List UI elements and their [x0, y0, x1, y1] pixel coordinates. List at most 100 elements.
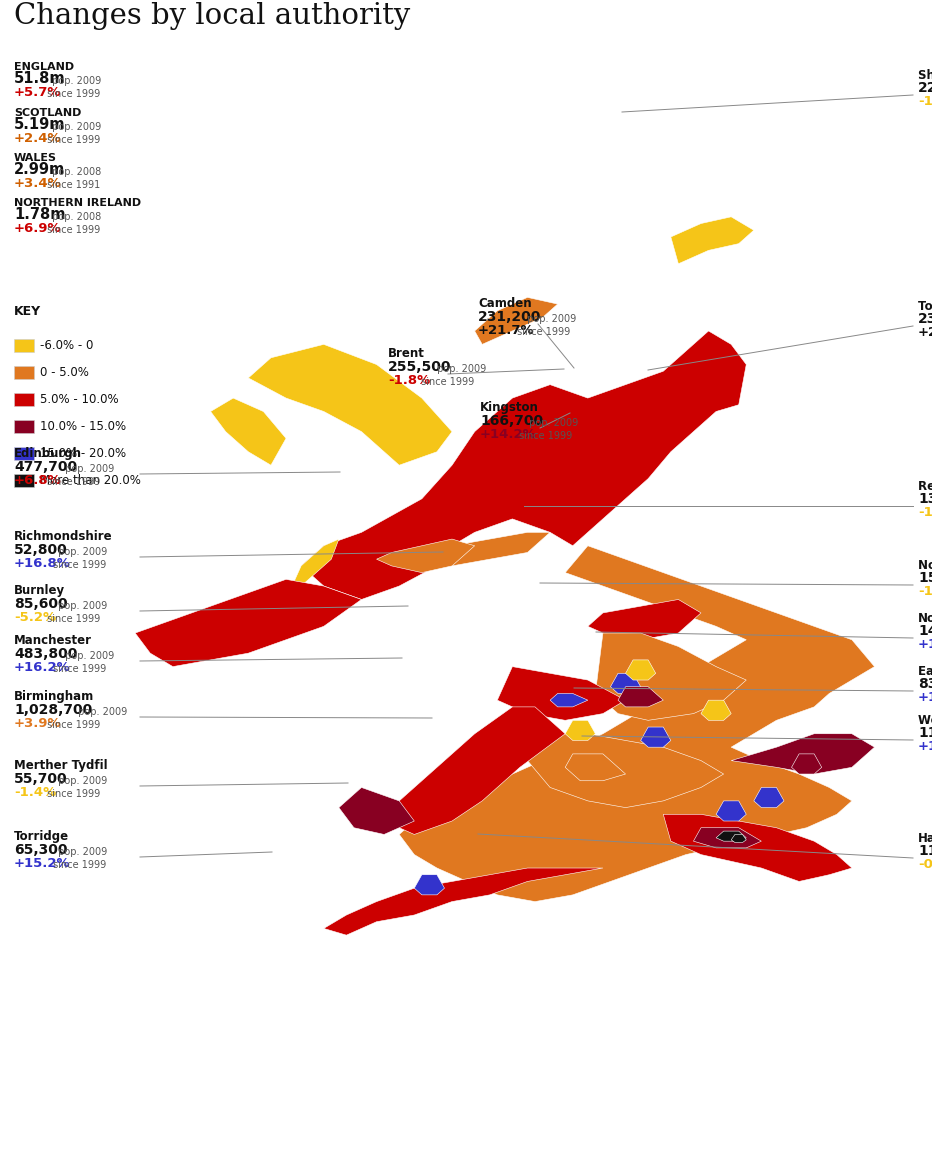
Text: since 1999: since 1999	[44, 224, 101, 235]
Polygon shape	[565, 754, 625, 780]
Polygon shape	[550, 693, 588, 707]
Text: 51.8m: 51.8m	[14, 71, 65, 86]
Text: Edinburgh: Edinburgh	[14, 447, 82, 460]
Text: 1.78m: 1.78m	[14, 207, 65, 222]
Text: pop. 2008: pop. 2008	[49, 167, 102, 177]
Polygon shape	[671, 216, 754, 264]
Text: since 1999: since 1999	[44, 721, 101, 730]
Text: pop. 2009: pop. 2009	[75, 707, 128, 717]
Text: since 1999: since 1999	[516, 430, 572, 441]
Text: 157,100: 157,100	[918, 571, 932, 585]
Polygon shape	[286, 539, 339, 600]
Text: 477,700: 477,700	[14, 460, 77, 474]
Text: North East Lincolnshire: North East Lincolnshire	[918, 559, 932, 572]
Polygon shape	[339, 787, 415, 834]
Text: pop. 2009: pop. 2009	[49, 122, 102, 132]
Polygon shape	[301, 331, 747, 600]
Text: pop. 2009: pop. 2009	[433, 364, 486, 374]
Text: since 1999: since 1999	[44, 613, 101, 624]
Polygon shape	[474, 297, 557, 344]
Text: +3.4%: +3.4%	[14, 177, 62, 190]
Text: +16.8%: +16.8%	[14, 557, 71, 570]
Polygon shape	[498, 666, 625, 721]
Polygon shape	[716, 801, 747, 821]
Text: -1.3%: -1.3%	[918, 96, 932, 108]
Text: pop. 2009: pop. 2009	[55, 601, 107, 611]
Text: +6.9%: +6.9%	[14, 222, 62, 235]
Text: +15.2%: +15.2%	[14, 857, 71, 870]
Polygon shape	[399, 546, 874, 901]
Text: Norwich: Norwich	[918, 612, 932, 625]
Polygon shape	[211, 398, 286, 465]
Text: Welwyn Hatfield: Welwyn Hatfield	[918, 714, 932, 727]
Text: 5.0% - 10.0%: 5.0% - 10.0%	[40, 392, 118, 405]
Text: 83,900: 83,900	[918, 677, 932, 691]
Polygon shape	[588, 600, 701, 640]
Text: pop. 2009: pop. 2009	[62, 651, 114, 661]
Text: +3.9%: +3.9%	[14, 717, 62, 730]
Text: since 1999: since 1999	[514, 327, 570, 337]
Polygon shape	[323, 868, 603, 935]
Polygon shape	[701, 700, 732, 721]
FancyBboxPatch shape	[14, 340, 34, 352]
Text: Brent: Brent	[388, 346, 425, 360]
Polygon shape	[732, 834, 747, 843]
Polygon shape	[625, 660, 656, 680]
Text: 85,600: 85,600	[14, 597, 68, 611]
Text: since 1999: since 1999	[50, 664, 106, 674]
Text: since 1999: since 1999	[50, 561, 106, 570]
Text: +5.7%: +5.7%	[14, 86, 62, 99]
Text: -1.4%: -1.4%	[918, 506, 932, 519]
Text: since 1999: since 1999	[44, 788, 101, 799]
FancyBboxPatch shape	[14, 447, 34, 460]
Text: 231,200: 231,200	[478, 310, 541, 323]
Text: 10.0% - 15.0%: 10.0% - 15.0%	[40, 419, 126, 433]
Text: 5.19m: 5.19m	[14, 117, 65, 132]
Text: Changes by local authority: Changes by local authority	[14, 2, 410, 30]
Text: pop. 2009: pop. 2009	[55, 547, 107, 557]
Polygon shape	[415, 875, 445, 894]
Text: NORTHERN IRELAND: NORTHERN IRELAND	[14, 198, 141, 208]
Text: 15.0% - 20.0%: 15.0% - 20.0%	[40, 447, 126, 459]
Text: +16.5%: +16.5%	[918, 740, 932, 753]
FancyBboxPatch shape	[14, 392, 34, 406]
Polygon shape	[693, 828, 761, 848]
Text: Redcar & Cleveland: Redcar & Cleveland	[918, 480, 932, 493]
Polygon shape	[437, 533, 550, 566]
FancyBboxPatch shape	[14, 366, 34, 379]
Text: 1,028,700: 1,028,700	[14, 703, 92, 717]
Text: East Cambridge: East Cambridge	[918, 665, 932, 678]
Text: 2.99m: 2.99m	[14, 162, 65, 177]
Text: Havant: Havant	[918, 832, 932, 845]
Text: pop. 2009: pop. 2009	[526, 418, 578, 428]
Text: pop. 2009: pop. 2009	[62, 464, 114, 474]
Text: 116,500: 116,500	[918, 844, 932, 857]
Polygon shape	[791, 754, 822, 773]
Text: Torridge: Torridge	[14, 830, 69, 843]
Text: More than 20.0%: More than 20.0%	[40, 473, 141, 487]
Text: +16.2%: +16.2%	[14, 661, 71, 674]
Text: +17.8%: +17.8%	[918, 691, 932, 704]
Text: -5.2%: -5.2%	[14, 611, 56, 624]
Text: -6.0% - 0: -6.0% - 0	[40, 338, 93, 351]
Polygon shape	[377, 539, 474, 573]
Text: Camden: Camden	[478, 297, 531, 310]
Text: Kingston: Kingston	[480, 401, 539, 414]
Polygon shape	[618, 687, 664, 707]
Text: since 1999: since 1999	[44, 135, 101, 145]
Text: 166,700: 166,700	[480, 414, 543, 428]
Text: KEY: KEY	[14, 305, 41, 318]
Text: +21.3%: +21.3%	[918, 326, 932, 340]
Text: pop. 2009: pop. 2009	[55, 847, 107, 857]
Text: since 1999: since 1999	[418, 378, 474, 387]
Text: -1.4%: -1.4%	[14, 786, 56, 799]
Text: 52,800: 52,800	[14, 543, 68, 557]
Text: ENGLAND: ENGLAND	[14, 62, 75, 73]
Polygon shape	[384, 707, 565, 834]
Text: 55,700: 55,700	[14, 772, 68, 786]
Text: WALES: WALES	[14, 153, 57, 163]
Text: +15.6%: +15.6%	[918, 638, 932, 651]
Polygon shape	[528, 733, 723, 808]
Polygon shape	[596, 633, 747, 721]
Text: 112,800: 112,800	[918, 726, 932, 740]
